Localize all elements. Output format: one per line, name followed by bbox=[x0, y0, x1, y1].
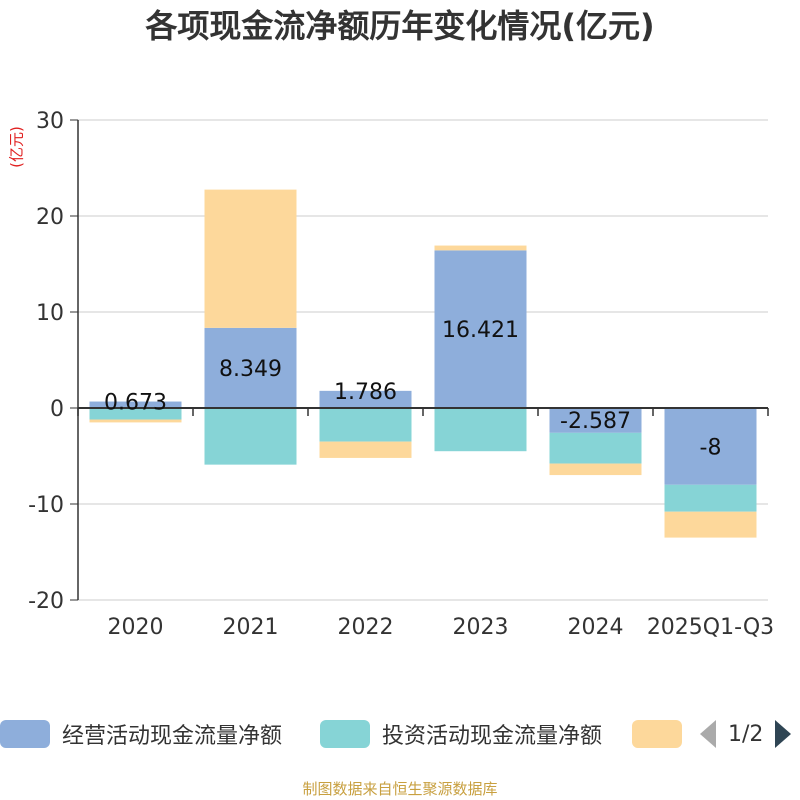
data-label: 8.349 bbox=[219, 357, 282, 382]
legend-pager: 1/2 bbox=[700, 714, 792, 754]
chart-title: 各项现金流净额历年变化情况(亿元) bbox=[145, 7, 655, 45]
bar-2025Q1-Q3-series-2 bbox=[664, 511, 757, 538]
bar-2024-series-2 bbox=[549, 463, 642, 476]
data-source-note: 制图数据来自恒生聚源数据库 bbox=[302, 780, 498, 798]
x-tick-label: 2022 bbox=[338, 615, 394, 640]
data-label: 16.421 bbox=[442, 318, 519, 343]
bar-2023-series-1 bbox=[434, 408, 527, 452]
data-label: -2.587 bbox=[560, 409, 631, 434]
data-label: -8 bbox=[700, 435, 722, 460]
y-tick-label: 20 bbox=[36, 205, 64, 230]
legend-item-investing[interactable]: 投资活动现金流量净额 bbox=[320, 714, 602, 754]
bar-2025Q1-Q3-series-0 bbox=[664, 408, 757, 485]
legend-swatch-operating bbox=[0, 720, 50, 748]
bar-2024-series-1 bbox=[549, 432, 642, 464]
bar-2020-series-1 bbox=[89, 408, 182, 420]
bar-2022-series-2 bbox=[319, 441, 412, 458]
bar-2022-series-0 bbox=[319, 390, 412, 408]
x-tick-label: 2020 bbox=[108, 615, 164, 640]
data-label: 0.673 bbox=[104, 391, 167, 416]
bar-2021-series-2 bbox=[204, 189, 297, 328]
bar-2022-series-1 bbox=[319, 408, 412, 442]
legend: 经营活动现金流量净额 投资活动现金流量净额 bbox=[0, 714, 800, 754]
y-tick-label: 30 bbox=[36, 109, 64, 134]
bar-2021-series-1 bbox=[204, 408, 297, 465]
x-tick-label: 2021 bbox=[223, 615, 279, 640]
y-tick-label: 10 bbox=[36, 301, 64, 326]
data-label: 1.786 bbox=[334, 380, 397, 405]
y-tick-label: 0 bbox=[50, 397, 64, 422]
bar-2023-series-2 bbox=[434, 245, 527, 251]
legend-swatch-financing bbox=[632, 720, 682, 748]
x-tick-label: 2024 bbox=[568, 615, 624, 640]
legend-label-operating: 经营活动现金流量净额 bbox=[62, 724, 283, 749]
legend-swatch-investing bbox=[320, 720, 370, 748]
bar-2024-series-0 bbox=[549, 408, 642, 433]
y-tick-label: -20 bbox=[28, 589, 64, 614]
bar-2021-series-0 bbox=[204, 327, 297, 408]
pager-page-indicator: 1/2 bbox=[728, 721, 764, 747]
legend-label-investing: 投资活动现金流量净额 bbox=[382, 724, 603, 749]
bar-2023-series-0 bbox=[434, 250, 527, 408]
x-tick-label: 2023 bbox=[453, 615, 509, 640]
stacked-bar-chart: 30 20 10 0 -10 -20 0.673 8.349 1.786 16.421 -2.587… bbox=[28, 109, 774, 640]
pager-next-icon[interactable] bbox=[775, 720, 792, 748]
x-tick-label: 2025Q1-Q3 bbox=[647, 615, 774, 640]
pager-prev-icon[interactable] bbox=[700, 720, 716, 748]
bar-2025Q1-Q3-series-1 bbox=[664, 484, 757, 512]
y-tick-label: -10 bbox=[28, 493, 64, 518]
legend-item-operating[interactable]: 经营活动现金流量净额 bbox=[0, 714, 282, 754]
bar-2020-series-0 bbox=[89, 401, 182, 408]
legend-item-financing[interactable] bbox=[632, 714, 682, 754]
bar-2020-series-2 bbox=[89, 419, 182, 423]
